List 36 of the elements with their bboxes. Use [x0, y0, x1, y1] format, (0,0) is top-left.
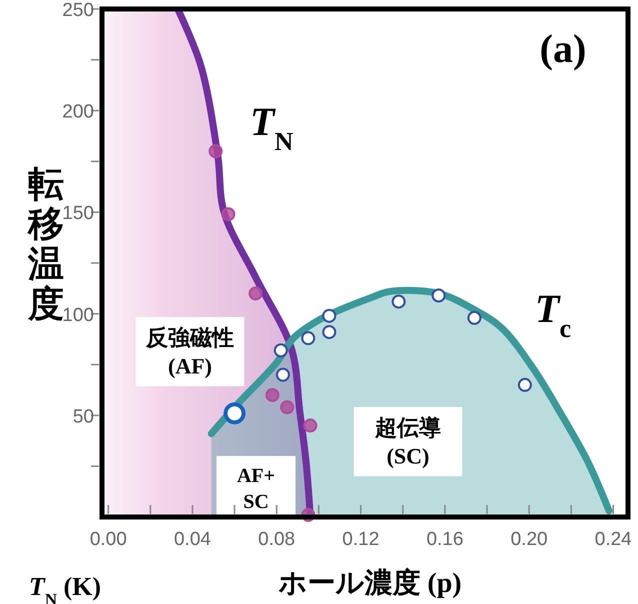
point: [467, 310, 482, 325]
point: [280, 400, 294, 414]
x-tick-label: 0.20: [510, 529, 548, 550]
x-tick-label: 0.12: [342, 529, 380, 550]
annotation: AF+ SC: [236, 465, 276, 513]
series-label: T$_{c}$: [535, 286, 571, 342]
point: [518, 378, 532, 392]
x-tick-label: 0.24: [594, 529, 632, 550]
y-tick-label: 150: [62, 203, 94, 224]
point: [392, 294, 406, 309]
point: [322, 308, 336, 323]
annotation: 超伝導 (SC): [374, 415, 441, 469]
annotation: 反強磁性 (AF): [145, 325, 234, 379]
point: [301, 331, 316, 346]
series-label: T$_{N}$: [250, 99, 294, 156]
point: [265, 388, 280, 402]
y-tick-label: 250: [62, 0, 94, 21]
x-tick-label: 0.16: [426, 529, 464, 550]
y-tick-label: 50: [72, 406, 94, 428]
point: [303, 418, 318, 433]
point: [221, 207, 236, 222]
point: [224, 402, 246, 424]
point: [208, 144, 223, 158]
point: [432, 288, 446, 303]
point: [322, 325, 336, 340]
point: [248, 286, 263, 300]
point: [276, 368, 290, 382]
x-tick-label: 0.04: [174, 529, 212, 550]
annotation: (a): [540, 26, 586, 71]
y-tick-label: 100: [62, 304, 94, 326]
x-tick-label: 0.00: [90, 529, 127, 550]
y-tick-label: 200: [62, 102, 94, 123]
y-axis-title: 転移温度: [27, 164, 64, 324]
x-tick-label: 0.08: [258, 529, 296, 550]
point: [274, 343, 288, 358]
x-axis-title: ホール濃度 (p): [278, 567, 462, 599]
